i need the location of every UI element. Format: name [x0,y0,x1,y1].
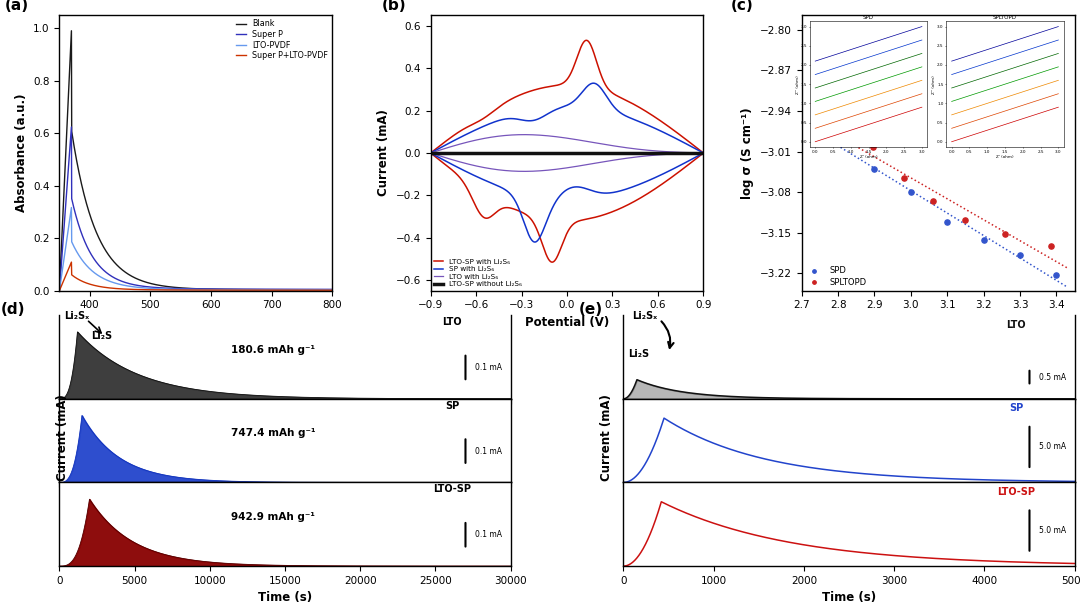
Legend: Blank, Super P, LTO-PVDF, Super P+LTO-PVDF: Blank, Super P, LTO-PVDF, Super P+LTO-PV… [237,20,328,60]
Line: LTO-PVDF: LTO-PVDF [59,207,333,291]
Text: 0.1 mA: 0.1 mA [474,447,501,455]
Super P+LTO-PVDF [81,280,94,287]
Text: (a): (a) [4,0,29,13]
Text: Li₂S: Li₂S [91,330,112,341]
Super P+LTO-PVDF [163,286,176,294]
Text: 5.0 mA: 5.0 mA [1039,442,1066,452]
Blank [174,284,187,291]
Text: SP: SP [1009,403,1023,413]
Text: (d): (d) [1,302,25,316]
Text: 0.1 mA: 0.1 mA [474,530,501,539]
LTO-PVDF [65,204,78,211]
Y-axis label: Current (mA): Current (mA) [377,110,390,196]
LTO-PVDF [326,286,339,294]
Super P+LTO-PVDF [53,287,66,294]
LTO-PVDF [53,287,66,294]
Point [829,134,847,144]
Super P+LTO-PVDF [174,286,187,294]
Point [829,125,847,135]
Point [1011,250,1028,259]
Super P [81,244,94,252]
Text: (b): (b) [381,0,406,13]
Blank [81,204,94,211]
Line: Blank: Blank [59,31,333,291]
Super P [163,285,176,292]
Text: LTO: LTO [1007,319,1026,330]
LTO-PVDF [81,263,94,271]
Point [997,230,1014,239]
Text: 180.6 mAh g⁻¹: 180.6 mAh g⁻¹ [231,345,315,355]
X-axis label: Time (s): Time (s) [822,591,876,605]
X-axis label: Time (s): Time (s) [258,591,312,605]
Legend: SPD, SPLTOPD: SPD, SPLTOPD [806,266,866,286]
Text: LTO-SP: LTO-SP [433,485,471,494]
Super P+LTO-PVDF [65,258,78,266]
Super P+LTO-PVDF [326,286,339,294]
Blank [266,286,279,293]
Text: 747.4 mAh g⁻¹: 747.4 mAh g⁻¹ [231,428,315,438]
Text: Li₂Sₓ: Li₂Sₓ [633,312,658,321]
Point [975,235,993,245]
Super P [241,285,254,293]
Point [924,196,942,206]
LTO-PVDF [266,286,279,293]
Text: (c): (c) [731,0,754,13]
Blank [65,27,78,34]
Text: 0.1 mA: 0.1 mA [474,363,501,372]
Super P [326,286,339,293]
Point [866,164,883,174]
Text: Current (mA): Current (mA) [56,394,69,481]
Text: 0.5 mA: 0.5 mA [1039,373,1066,381]
Line: Super P+LTO-PVDF: Super P+LTO-PVDF [59,262,333,291]
Point [864,142,881,152]
Blank [326,286,339,294]
Blank [53,287,66,294]
Super P [65,123,78,130]
Text: LTO: LTO [442,317,462,327]
Text: 942.9 mAh g⁻¹: 942.9 mAh g⁻¹ [231,512,314,522]
Text: 5.0 mA: 5.0 mA [1039,526,1066,535]
Super P [271,286,284,293]
Super P+LTO-PVDF [241,286,254,294]
Y-axis label: Absorbance (a.u.): Absorbance (a.u.) [15,94,28,212]
Text: Li₂Sₓ: Li₂Sₓ [64,312,89,321]
X-axis label: 1000/T (K⁻¹): 1000/T (K⁻¹) [899,316,978,329]
Legend: LTO-SP with Li₂S₆, SP with Li₂S₆, LTO with Li₂S₆, LTO-SP without Li₂S₆: LTO-SP with Li₂S₆, SP with Li₂S₆, LTO wi… [434,258,522,287]
Text: SP: SP [445,401,459,411]
Point [1042,241,1059,251]
Super P+LTO-PVDF [266,286,279,294]
Point [895,173,913,182]
LTO-PVDF [174,286,187,293]
LTO-PVDF [271,286,284,293]
Text: Current (mA): Current (mA) [600,394,613,481]
Text: Li₂S: Li₂S [627,349,649,359]
Text: (e): (e) [578,302,603,316]
Point [902,187,919,197]
LTO-PVDF [163,285,176,293]
X-axis label: Potential (V): Potential (V) [525,316,609,329]
Blank [271,286,284,293]
LTO-PVDF [241,286,254,293]
Super P [53,287,66,294]
Point [939,217,956,227]
Point [1048,270,1065,280]
Text: LTO-SP: LTO-SP [997,487,1035,497]
Super P [266,286,279,293]
Line: Super P: Super P [59,127,333,291]
Super P+LTO-PVDF [271,286,284,294]
Super P [174,285,187,292]
Y-axis label: log σ (S cm⁻¹): log σ (S cm⁻¹) [741,107,755,199]
Point [957,215,974,225]
Blank [241,286,254,293]
X-axis label: Wavelengh (nm): Wavelengh (nm) [141,316,251,329]
Blank [163,283,176,291]
